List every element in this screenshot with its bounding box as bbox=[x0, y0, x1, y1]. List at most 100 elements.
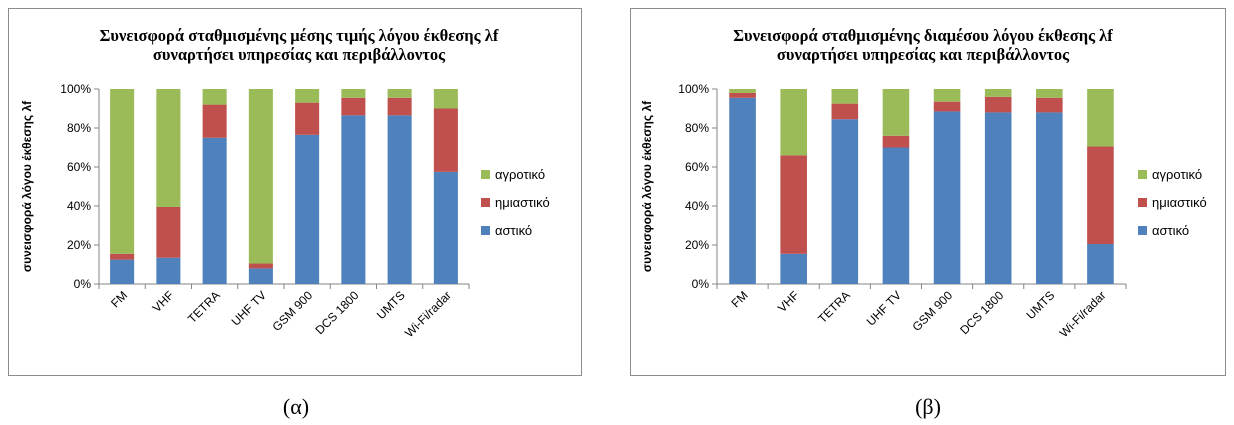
chart-b-bar-wi-fi-radar-αγροτικό bbox=[1087, 89, 1114, 147]
chart-b-bar-dcs-1800-ημιαστικό bbox=[984, 96, 1012, 113]
chart-a-x-tick-label: UMTS bbox=[374, 288, 408, 322]
chart-panel-a: Συνεισφορά σταθμισμένης μέσης τιμής λόγο… bbox=[8, 8, 582, 376]
chart-a-bar-vhf-ημιαστικό bbox=[156, 206, 181, 258]
chart-b-x-tick-label: UHF TV bbox=[864, 288, 904, 328]
chart-a-legend-label: αγροτικό bbox=[495, 167, 545, 182]
chart-a-bar-gsm-900-αγροτικό bbox=[295, 89, 320, 103]
chart-a-y-tick-label: 80% bbox=[67, 121, 91, 135]
chart-a-legend-label: αστικό bbox=[495, 223, 532, 238]
chart-a-bar-dcs-1800-ημιαστικό bbox=[341, 97, 366, 116]
chart-b-bar-gsm-900-ημιαστικό bbox=[933, 101, 961, 112]
chart-a-y-tick-label: 40% bbox=[67, 199, 91, 213]
chart-a-bar-fm-αστικό bbox=[110, 259, 135, 284]
chart-b-y-tick-label: 40% bbox=[685, 199, 709, 213]
chart-b-bar-dcs-1800-αγροτικό bbox=[984, 89, 1012, 97]
chart-a-bar-tetra-αστικό bbox=[202, 137, 227, 284]
chart-a-bar-umts-αστικό bbox=[387, 115, 412, 284]
chart-a-bar-tetra-αγροτικό bbox=[202, 89, 227, 105]
chart-b-y-tick-label: 100% bbox=[678, 82, 709, 96]
chart-b-bar-tetra-αγροτικό bbox=[831, 89, 859, 104]
chart-a-bar-dcs-1800-αστικό bbox=[341, 115, 366, 284]
chart-a-bar-uhf-tv-ημιαστικό bbox=[248, 263, 273, 269]
chart-a-bar-umts-αγροτικό bbox=[387, 89, 412, 98]
chart-b-y-tick-label: 20% bbox=[685, 238, 709, 252]
chart-a-bar-umts-ημιαστικό bbox=[387, 97, 412, 116]
chart-a-x-tick-label: VHF bbox=[150, 288, 177, 315]
chart-b-legend-swatch-αγροτικό bbox=[1138, 170, 1147, 179]
chart-b-bar-fm-ημιαστικό bbox=[729, 92, 756, 98]
chart-a-legend-swatch-αστικό bbox=[481, 226, 490, 235]
chart-a-bar-fm-αγροτικό bbox=[110, 89, 135, 254]
caption-a: (α) bbox=[282, 394, 310, 419]
chart-b-bar-gsm-900-αγροτικό bbox=[933, 89, 961, 102]
chart-b-legend-swatch-αστικό bbox=[1138, 226, 1147, 235]
chart-b-y-tick-label: 80% bbox=[685, 121, 709, 135]
chart-b-x-tick-label: Wi-Fi/radar bbox=[1057, 288, 1109, 340]
chart-a-bar-dcs-1800-αγροτικό bbox=[341, 89, 366, 98]
caption-b: (β) bbox=[915, 394, 941, 419]
chart-b-legend-label: ημιαστικό bbox=[1152, 195, 1207, 210]
chart-b-x-tick-label: DCS 1800 bbox=[957, 288, 1006, 337]
chart-b-bar-fm-αστικό bbox=[729, 97, 756, 285]
chart-a-bar-vhf-αστικό bbox=[156, 257, 181, 284]
chart-b-bar-umts-αστικό bbox=[1036, 112, 1063, 285]
chart-a-x-tick-label: FM bbox=[108, 288, 130, 310]
chart-b-bar-uhf-tv-αστικό bbox=[882, 147, 910, 284]
chart-b-y-tick-label: 60% bbox=[685, 160, 709, 174]
chart-a-legend-swatch-αγροτικό bbox=[481, 170, 490, 179]
chart-b-bar-uhf-tv-αγροτικό bbox=[882, 89, 910, 136]
chart-b-bar-umts-ημιαστικό bbox=[1036, 97, 1063, 113]
chart-b-x-tick-label: UMTS bbox=[1023, 288, 1057, 322]
chart-b-x-tick-label: VHF bbox=[775, 288, 802, 315]
chart-a-bar-wi-fi-radar-αστικό bbox=[433, 171, 458, 284]
chart-b-legend-label: αγροτικό bbox=[1152, 167, 1202, 182]
chart-a-legend-label: ημιαστικό bbox=[495, 195, 550, 210]
chart-a-y-tick-label: 100% bbox=[60, 82, 91, 96]
chart-b-x-tick-label: GSM 900 bbox=[909, 288, 955, 334]
chart-a-y-tick-label: 0% bbox=[74, 277, 92, 291]
chart-b-bar-vhf-αγροτικό bbox=[780, 89, 807, 156]
chart-a-y-tick-label: 60% bbox=[67, 160, 91, 174]
chart-a-title-line-1: Συνεισφορά σταθμισμένης μέσης τιμής λόγο… bbox=[100, 26, 499, 45]
chart-a-bar-wi-fi-radar-ημιαστικό bbox=[433, 108, 458, 172]
chart-a-y-axis-label: συνεισφορά λόγου έκθεσης λf bbox=[20, 100, 34, 272]
chart-a-bar-vhf-αγροτικό bbox=[156, 89, 181, 207]
chart-a-x-tick-label: UHF TV bbox=[229, 288, 269, 328]
chart-a-x-tick-label: Wi-Fi/radar bbox=[402, 288, 454, 340]
chart-b-bar-umts-αγροτικό bbox=[1036, 89, 1063, 98]
chart-panel-b: Συνεισφορά σταθμισμένης διαμέσου λόγου έ… bbox=[630, 8, 1226, 376]
chart-a-bar-uhf-tv-αγροτικό bbox=[248, 89, 273, 264]
chart-b-x-tick-label: TETRA bbox=[815, 288, 853, 326]
chart-a-bar-wi-fi-radar-αγροτικό bbox=[433, 89, 458, 109]
chart-a-x-tick-label: GSM 900 bbox=[269, 288, 315, 334]
chart-b-bar-gsm-900-αστικό bbox=[933, 111, 961, 284]
chart-b-bar-wi-fi-radar-ημιαστικό bbox=[1087, 146, 1114, 245]
chart-b-title-line-1: Συνεισφορά σταθμισμένης διαμέσου λόγου έ… bbox=[733, 26, 1113, 45]
chart-b-bar-wi-fi-radar-αστικό bbox=[1087, 244, 1114, 284]
chart-b-bar-fm-αγροτικό bbox=[729, 89, 756, 93]
chart-b-bar-vhf-ημιαστικό bbox=[780, 155, 807, 254]
chart-b-x-tick-label: FM bbox=[729, 288, 751, 310]
chart-b-bar-uhf-tv-ημιαστικό bbox=[882, 135, 910, 148]
chart-a-x-tick-label: DCS 1800 bbox=[312, 288, 361, 337]
chart-a-bar-tetra-ημιαστικό bbox=[202, 104, 227, 138]
chart-b-svg: Συνεισφορά σταθμισμένης διαμέσου λόγου έ… bbox=[640, 26, 1207, 340]
chart-b-bar-tetra-αστικό bbox=[831, 119, 859, 284]
chart-b-y-axis-label: συνεισφορά λόγου έκθεσης λf bbox=[640, 100, 654, 272]
chart-b-y-tick-label: 0% bbox=[692, 277, 710, 291]
chart-a-bar-gsm-900-αστικό bbox=[295, 134, 320, 284]
chart-b-bar-vhf-αστικό bbox=[780, 253, 807, 284]
chart-b-legend-swatch-ημιαστικό bbox=[1138, 198, 1147, 207]
chart-a-bar-gsm-900-ημιαστικό bbox=[295, 102, 320, 135]
chart-a-legend-swatch-ημιαστικό bbox=[481, 198, 490, 207]
chart-a-title-line-2: συναρτήσει υπηρεσίας και περιβάλλοντος bbox=[153, 45, 446, 64]
chart-b-legend-label: αστικό bbox=[1152, 223, 1189, 238]
chart-a-y-tick-label: 20% bbox=[67, 238, 91, 252]
chart-a-bar-fm-ημιαστικό bbox=[110, 253, 135, 260]
chart-a-bar-uhf-tv-αστικό bbox=[248, 268, 273, 284]
chart-b-bar-dcs-1800-αστικό bbox=[984, 112, 1012, 285]
chart-a-x-tick-label: TETRA bbox=[185, 288, 223, 326]
chart-a-svg: Συνεισφορά σταθμισμένης μέσης τιμής λόγο… bbox=[20, 26, 550, 340]
chart-b-title-line-2: συναρτήσει υπηρεσίας και περιβάλλοντος bbox=[777, 45, 1070, 64]
chart-b-bar-tetra-ημιαστικό bbox=[831, 103, 859, 120]
